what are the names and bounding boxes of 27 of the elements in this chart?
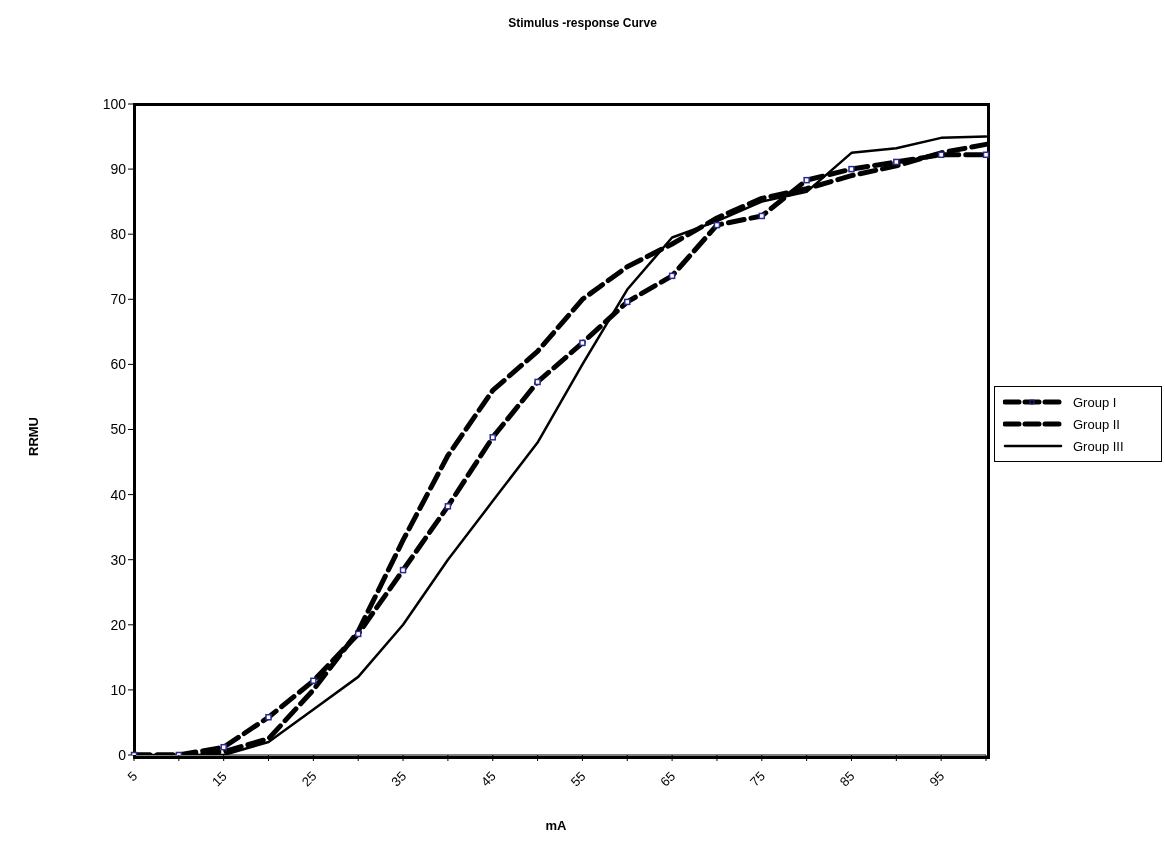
x-tick-label: 15 — [208, 768, 230, 790]
x-tick-label: 45 — [478, 768, 499, 790]
chart-title: Stimulus -response Curve — [507, 16, 658, 30]
legend-label: Group III — [1073, 438, 1124, 454]
y-tick-label: 80 — [110, 226, 127, 243]
x-tick-label: 95 — [926, 768, 948, 790]
legend-label: Group I — [1073, 394, 1117, 410]
x-tick-label: 5 — [124, 768, 141, 785]
y-tick-label: 0 — [118, 746, 127, 763]
y-tick-label: 40 — [110, 486, 127, 503]
y-tick-label: 10 — [110, 681, 127, 698]
y-axis-title: RRMU — [26, 416, 41, 456]
x-tick-label: 55 — [567, 768, 589, 790]
x-axis-title: mA — [544, 818, 568, 833]
y-tick-label: 50 — [110, 421, 127, 438]
x-tick-label: 65 — [657, 768, 679, 790]
x-tick-label: 85 — [836, 768, 858, 790]
y-tick-label: 70 — [110, 291, 127, 308]
y-tick-label: 30 — [110, 551, 127, 568]
y-tick-label: 60 — [110, 356, 127, 373]
y-tick-label: 100 — [102, 95, 127, 112]
x-tick-label: 35 — [388, 768, 410, 790]
x-tick-label: 75 — [747, 768, 768, 790]
legend-label: Group II — [1073, 416, 1120, 432]
y-tick-label: 20 — [110, 616, 127, 633]
y-tick-label: 90 — [110, 161, 127, 178]
x-tick-label: 25 — [298, 768, 320, 790]
